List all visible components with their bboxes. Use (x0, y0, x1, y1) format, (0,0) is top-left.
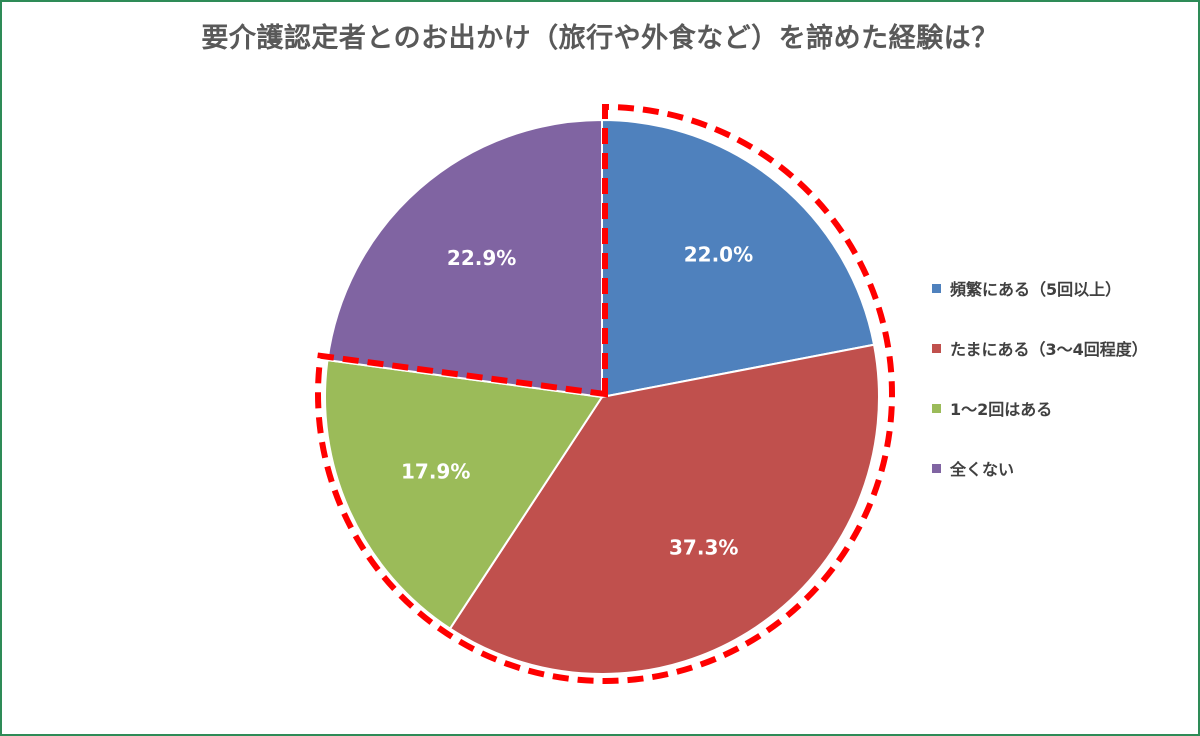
slice-data-label-3: 17.9% (401, 459, 470, 483)
highlight-outline-group (315, 103, 895, 684)
legend-swatch-1 (932, 283, 941, 293)
slice-data-label-1: 22.0% (684, 243, 753, 267)
legend-label-3: 1〜2回はある (950, 400, 1053, 419)
pie-slice-4 (326, 118, 603, 399)
pie-slice-3 (324, 359, 604, 630)
legend-item-4: 全くない (932, 454, 1148, 482)
slice-data-label-4: 22.9% (447, 246, 516, 270)
highlight-dashed-outline (315, 103, 895, 684)
legend-label-4: 全くない (950, 460, 1015, 479)
legend-swatch-4 (932, 463, 941, 473)
legend-label-2: たまにある（3〜4回程度） (950, 340, 1148, 359)
legend-swatch-2 (932, 343, 941, 353)
chart-title: 要介護認定者とのお出かけ（旅行や外食など）を諦めた経験は？ (201, 23, 999, 54)
legend-item-2: たまにある（3〜4回程度） (932, 334, 1148, 362)
legend-item-3: 1〜2回はある (932, 394, 1148, 422)
slice-data-label-2: 37.3% (669, 535, 738, 559)
pie-data-labels: 22.0% 37.3% 17.9% 22.9% (401, 243, 753, 560)
pie-slices (324, 118, 880, 675)
pie-slice-1 (601, 118, 876, 399)
legend-item-1: 頻繁にある（5回以上） (932, 274, 1148, 302)
legend: 頻繁にある（5回以上） たまにある（3〜4回程度） 1〜2回はある 全くない (932, 274, 1148, 514)
pie-slice-2 (448, 343, 880, 675)
legend-label-1: 頻繁にある（5回以上） (950, 280, 1122, 299)
legend-swatch-3 (932, 403, 941, 413)
